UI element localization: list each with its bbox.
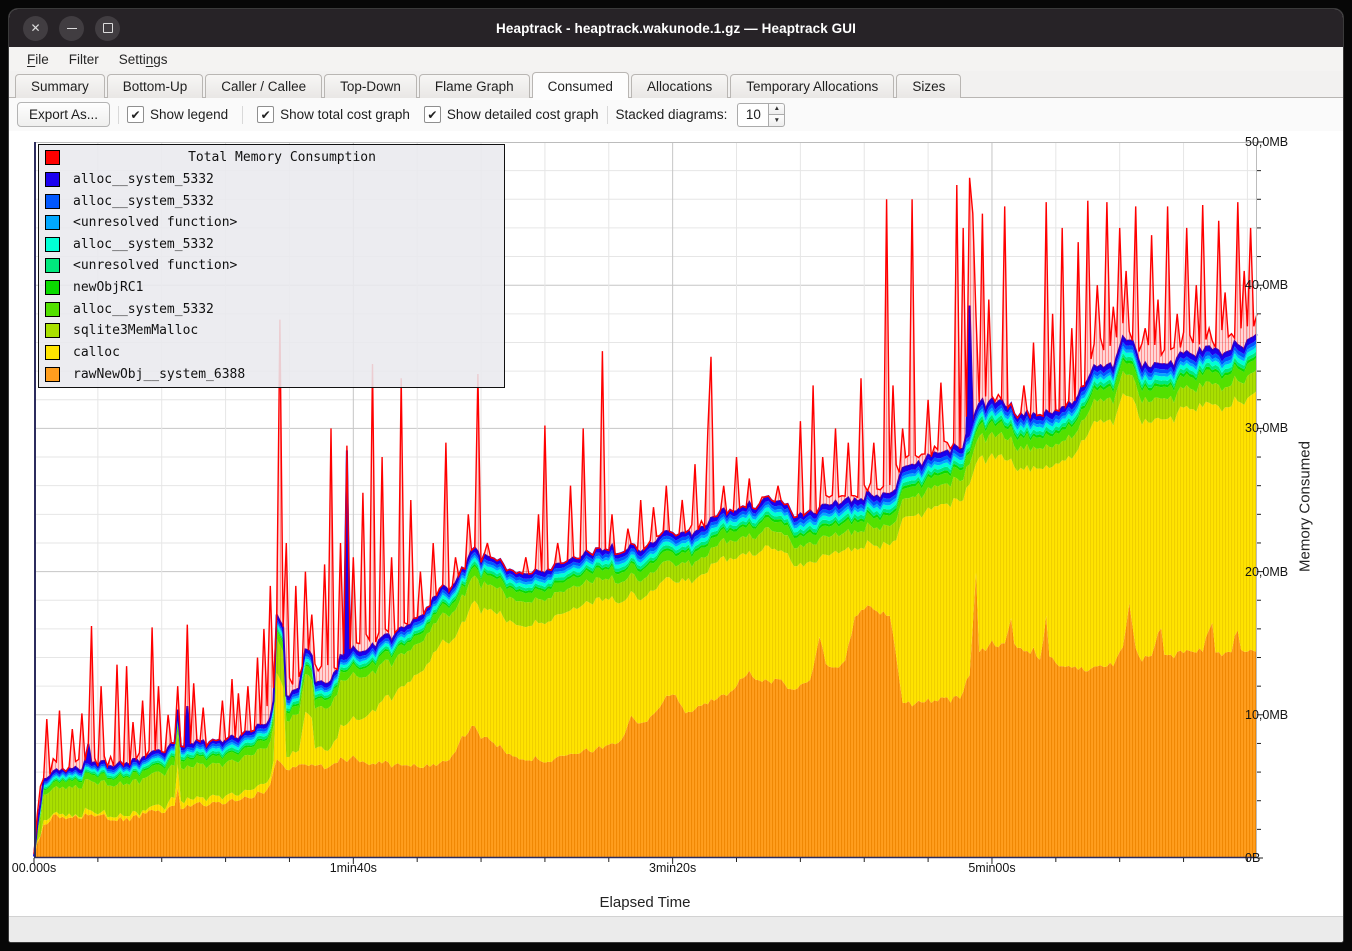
x-axis-title: Elapsed Time — [599, 894, 691, 911]
legend-swatch-icon — [45, 323, 60, 339]
legend-row-calloc[interactable]: calloc — [39, 342, 504, 362]
maximize-icon — [102, 23, 113, 33]
legend-row-alloc-system-5332[interactable]: alloc__system_5332 — [39, 169, 504, 189]
tab-caller-callee[interactable]: Caller / Callee — [205, 74, 323, 98]
legend-row-newobjrc1[interactable]: newObjRC1 — [39, 278, 504, 298]
spin-up-button[interactable]: ▲ — [768, 102, 786, 114]
legend-swatch-icon — [45, 301, 60, 317]
toolbar-separator — [606, 105, 608, 124]
close-button[interactable]: ✕ — [23, 15, 48, 41]
y-tick-label: 20,0MB — [1245, 564, 1289, 579]
tab-summary[interactable]: Summary — [15, 74, 105, 98]
legend-row-alloc-system-5332[interactable]: alloc__system_5332 — [39, 299, 504, 319]
menubar: File Filter Settings — [9, 47, 1343, 71]
x-tick-label: 3min20s — [649, 861, 697, 875]
y-tick-label: 30,0MB — [1245, 421, 1289, 436]
menu-item-file[interactable]: File — [27, 51, 49, 67]
x-tick-label: 5min00s — [968, 861, 1016, 875]
tab-temporary-allocations[interactable]: Temporary Allocations — [730, 74, 895, 98]
tab-allocations[interactable]: Allocations — [630, 74, 729, 98]
window-controls: ✕ — [23, 9, 120, 47]
y-tick-label: 10,0MB — [1245, 707, 1289, 722]
menu-item-filter[interactable]: Filter — [68, 51, 99, 67]
legend-row-sqlite3memmalloc[interactable]: sqlite3MemMalloc — [39, 321, 504, 341]
x-tick-label: 1min40s — [329, 861, 377, 875]
y-tick-label: 0B — [1245, 851, 1261, 865]
legend-row-alloc-system-5332[interactable]: alloc__system_5332 — [39, 234, 504, 254]
checkmark-icon: ✔ — [423, 106, 441, 123]
y-tick-label: 50,0MB — [1245, 135, 1289, 149]
legend-label: alloc__system_5332 — [73, 301, 214, 317]
checkbox-label: Show legend — [150, 107, 229, 122]
minimize-button[interactable] — [59, 15, 84, 41]
toolbar-separator — [118, 105, 120, 124]
legend-label: newObjRC1 — [73, 280, 144, 296]
legend-label: calloc — [73, 344, 120, 360]
x-tick-label: 00.000s — [11, 861, 57, 875]
legend-label: alloc__system_5332 — [73, 236, 214, 252]
spin-down-button[interactable]: ▼ — [768, 114, 786, 127]
legend-row-total-memory-consumption[interactable]: Total Memory Consumption — [39, 148, 504, 168]
legend-swatch-icon — [45, 215, 60, 231]
stacked-diagrams-value[interactable]: 10 — [737, 102, 769, 127]
chart-area: Total Memory Consumption alloc__system_53… — [9, 131, 1343, 917]
legend-label: sqlite3MemMalloc — [73, 323, 199, 339]
chevron-down-icon: ▼ — [773, 116, 781, 124]
checkmark-icon: ✔ — [257, 106, 275, 123]
stacked-diagrams-spinbox: 10 ▲ ▼ — [737, 102, 786, 127]
legend-swatch-icon — [45, 193, 60, 209]
legend-row-alloc-system-5332[interactable]: alloc__system_5332 — [39, 191, 504, 211]
checkbox-show-legend[interactable]: ✔ Show legend — [127, 106, 228, 123]
checkbox-show-total-cost-graph[interactable]: ✔ Show total cost graph — [257, 106, 410, 123]
checkbox-label: Show detailed cost graph — [446, 107, 599, 122]
status-bar — [9, 916, 1343, 942]
y-tick-label: 40,0MB — [1245, 278, 1289, 293]
menu-item-settings[interactable]: Settings — [118, 51, 168, 67]
titlebar: ✕ Heaptrack - heaptrack.wakunode.1.gz — … — [9, 9, 1343, 47]
checkbox-label: Show total cost graph — [280, 107, 410, 122]
export-as-button[interactable]: Export As... — [17, 102, 111, 127]
legend-label: alloc__system_5332 — [73, 193, 214, 209]
window-title: Heaptrack - heaptrack.wakunode.1.gz — He… — [496, 20, 856, 36]
checkmark-icon: ✔ — [127, 106, 145, 123]
toolbar: Export As... ✔ Show legend ✔ Show total cos… — [9, 98, 1343, 131]
legend-swatch-icon — [45, 258, 60, 274]
close-icon: ✕ — [30, 21, 41, 35]
tab-sizes[interactable]: Sizes — [896, 74, 962, 98]
legend-swatch-icon — [45, 171, 60, 187]
maximize-button[interactable] — [95, 15, 120, 41]
legend-swatch-icon — [45, 236, 60, 252]
legend-swatch-icon — [45, 344, 60, 360]
legend-label: <unresolved function> — [73, 258, 238, 274]
checkbox-show-detailed-cost-graph[interactable]: ✔ Show detailed cost graph — [423, 106, 599, 123]
legend-label: <unresolved function> — [73, 215, 238, 231]
legend-label: Total Memory Consumption — [188, 150, 376, 166]
y-axis-title: Memory Consumed — [1296, 441, 1314, 572]
tab-consumed[interactable]: Consumed — [531, 72, 629, 98]
toolbar-separator — [242, 105, 244, 124]
legend-row-rawnewobj-system-6388[interactable]: rawNewObj__system_6388 — [39, 364, 504, 384]
app-window: ✕ Heaptrack - heaptrack.wakunode.1.gz — … — [8, 8, 1344, 943]
legend-label: alloc__system_5332 — [73, 171, 214, 187]
tab-bar: Summary Bottom-Up Caller / Callee Top-Down F… — [9, 71, 1343, 98]
stacked-diagrams-label: Stacked diagrams: — [615, 107, 728, 122]
legend-label: rawNewObj__system_6388 — [73, 366, 246, 382]
chevron-up-icon: ▲ — [773, 105, 781, 113]
legend-swatch-icon — [45, 366, 60, 382]
legend-swatch-icon — [45, 280, 60, 296]
legend-swatch-icon — [45, 150, 60, 166]
legend-row-unresolved-function[interactable]: <unresolved function> — [39, 256, 504, 276]
tab-flame-graph[interactable]: Flame Graph — [418, 74, 530, 98]
tab-bottom-up[interactable]: Bottom-Up — [106, 74, 204, 98]
consumed-chart-plot[interactable] — [33, 141, 1263, 864]
minimize-icon — [66, 27, 77, 29]
chart-legend: Total Memory Consumption alloc__system_53… — [38, 144, 505, 388]
tab-top-down[interactable]: Top-Down — [324, 74, 417, 98]
legend-row-unresolved-function[interactable]: <unresolved function> — [39, 213, 504, 233]
